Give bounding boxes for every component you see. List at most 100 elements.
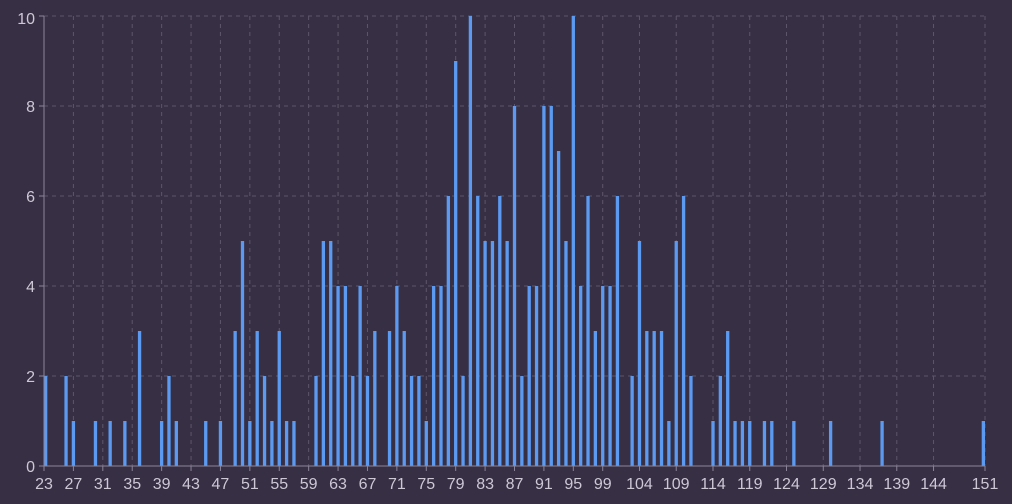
bar (733, 421, 737, 466)
bar (534, 286, 539, 466)
bar (645, 331, 649, 466)
bar (652, 331, 656, 466)
bar (108, 421, 112, 466)
bar (556, 151, 561, 466)
bar (718, 376, 722, 466)
bar (248, 421, 252, 466)
bar (336, 286, 340, 466)
bar (159, 421, 164, 466)
bar (454, 61, 458, 466)
bar (770, 421, 774, 466)
bar (314, 376, 318, 466)
x-tick-label: 151 (972, 476, 999, 493)
bar (123, 421, 127, 466)
bar (520, 376, 524, 466)
bar (409, 376, 414, 466)
bar (689, 376, 693, 466)
bar (387, 331, 392, 466)
bar (402, 331, 406, 466)
x-tick-label: 99 (594, 476, 612, 493)
bar (601, 286, 605, 466)
bar (748, 421, 752, 466)
bar (468, 16, 473, 466)
bar (593, 331, 598, 466)
bar (527, 286, 531, 466)
bar (981, 421, 985, 466)
bar (512, 106, 517, 466)
bar (571, 16, 575, 466)
x-tick-label: 87 (506, 476, 524, 493)
bar (880, 421, 884, 466)
bar (740, 421, 745, 466)
bar (284, 421, 289, 466)
x-tick-label: 134 (847, 476, 874, 493)
bar (505, 241, 509, 466)
bar (498, 196, 502, 466)
x-tick-label: 59 (300, 476, 318, 493)
bar (659, 331, 664, 466)
x-tick-label: 63 (329, 476, 347, 493)
bar (483, 241, 487, 466)
x-tick-label: 23 (35, 476, 53, 493)
y-tick-labels: 0 2 4 6 8 10 (17, 11, 35, 476)
x-tick-label: 75 (417, 476, 435, 493)
x-tick-label: 35 (123, 476, 141, 493)
x-tick-label: 91 (535, 476, 553, 493)
bar (167, 376, 171, 466)
y-tick-label: 4 (26, 279, 35, 296)
bars (44, 16, 985, 466)
x-tick-label: 31 (94, 476, 112, 493)
bar (321, 241, 326, 466)
y-tick-label: 0 (26, 459, 35, 476)
bar (711, 421, 715, 466)
x-tick-label: 83 (476, 476, 494, 493)
bar (630, 376, 634, 466)
bar (439, 286, 443, 466)
y-tick-label: 2 (26, 369, 35, 386)
bar (490, 241, 495, 466)
bar (586, 196, 590, 466)
x-tick-label: 124 (773, 476, 800, 493)
bar (351, 376, 355, 466)
bar (579, 286, 583, 466)
x-tick-label: 27 (65, 476, 83, 493)
bar (549, 106, 553, 466)
x-tick-label: 109 (663, 476, 690, 493)
y-tick-label: 8 (26, 99, 35, 116)
x-tick-label: 71 (388, 476, 406, 493)
bar (373, 331, 377, 466)
bar (681, 196, 686, 466)
x-tick-label: 95 (564, 476, 582, 493)
bar (233, 331, 237, 466)
x-tick-label: 129 (810, 476, 837, 493)
bar (431, 286, 436, 466)
x-tick-label: 104 (626, 476, 653, 493)
bar (137, 331, 142, 466)
bar (240, 241, 245, 466)
bar (615, 196, 620, 466)
x-tick-label: 114 (700, 476, 726, 493)
bar (71, 421, 76, 466)
x-tick-label: 67 (359, 476, 377, 493)
bar (461, 376, 465, 466)
bar (564, 241, 568, 466)
bar (204, 421, 208, 466)
bar (277, 331, 281, 466)
bar (792, 421, 796, 466)
bar (343, 286, 348, 466)
bar (395, 286, 399, 466)
x-tick-label: 139 (883, 476, 910, 493)
bar (44, 376, 48, 466)
bar (608, 286, 612, 466)
bar (270, 421, 274, 466)
axes (39, 15, 986, 471)
bar (255, 331, 259, 466)
bar (218, 421, 223, 466)
bar (329, 241, 333, 466)
x-tick-label: 39 (153, 476, 171, 493)
bar (174, 421, 178, 466)
bar (542, 106, 546, 466)
x-tick-label: 79 (447, 476, 465, 493)
bar (358, 286, 362, 466)
